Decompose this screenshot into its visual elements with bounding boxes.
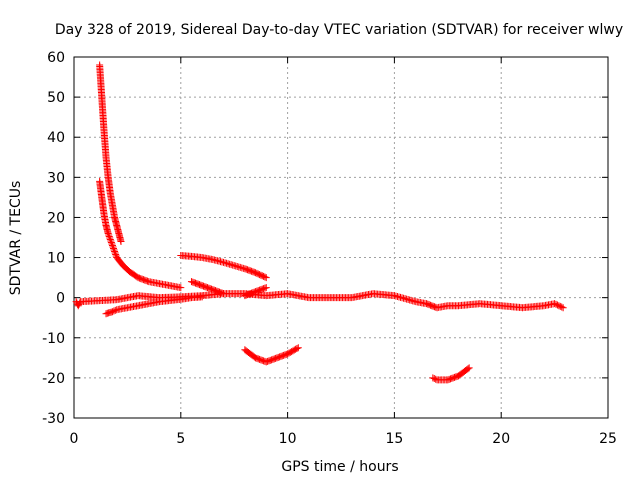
data-point [465,364,473,372]
data-point [261,284,269,292]
y-tick-label: -10 [42,331,65,347]
x-tick-label: 0 [70,431,79,447]
series-dip-9h [241,344,302,366]
data-point [429,374,437,382]
data-point [104,229,112,237]
y-tick-label: 60 [47,50,65,66]
data-point [262,284,270,292]
data-point [143,277,151,285]
data-point [106,234,114,242]
y-tick-label: 10 [47,251,65,267]
y-tick-label: -30 [42,411,65,427]
x-tick-label: 25 [599,431,617,447]
data-point [110,245,118,253]
series-small-hump [241,284,270,300]
series-arc-upper [177,252,270,282]
data-point [553,301,561,309]
y-tick-label: -20 [42,371,65,387]
data-point [555,302,563,310]
x-tick-label: 10 [279,431,297,447]
data-point [108,240,116,248]
axis-ticks: 0 5 10 15 20 25 -30 -20 -10 0 10 20 30 40 50 60 [42,50,617,447]
data-point [430,375,438,383]
data-point [108,242,116,250]
x-tick-label: 15 [385,431,403,447]
y-tick-label: 30 [47,170,65,186]
data-point [293,345,301,353]
data-point [105,231,113,239]
data-point [107,237,115,245]
grid [74,57,608,418]
data-point [177,284,185,292]
series-bump [187,278,228,298]
chart-title: Day 328 of 2019, Sidereal Day-to-day VTE… [55,22,623,38]
data-point [556,302,564,310]
data-points [72,61,567,384]
data-point [218,289,226,297]
data-point [552,300,560,308]
data-point [109,243,117,251]
data-point [558,303,566,311]
y-tick-label: 0 [56,291,65,307]
data-point [110,246,118,254]
data-point [117,238,125,246]
data-point [262,274,270,282]
y-tick-label: 50 [47,90,65,106]
data-point [261,273,269,281]
data-point [108,308,116,316]
data-point [111,306,119,314]
series-dip-17h [429,364,473,384]
data-point [110,307,118,315]
series-baseline [72,290,567,312]
x-axis-label: GPS time / hours [281,459,398,475]
data-point [551,300,559,308]
data-point [107,239,115,247]
data-point [294,344,302,352]
x-tick-label: 5 [176,431,185,447]
data-point [111,249,119,257]
data-point [432,375,440,383]
y-axis-label: SDTVAR / TECUs [8,181,24,296]
x-tick-label: 20 [492,431,510,447]
data-point [112,251,120,259]
data-point [464,365,472,373]
series-decay-main [96,177,185,292]
plot-frame [73,56,609,419]
data-point [220,290,228,298]
y-tick-label: 20 [47,210,65,226]
y-tick-label: 40 [47,130,65,146]
data-point [105,232,113,240]
series-decay-upper [96,61,125,246]
data-point [111,248,119,256]
data-point [559,304,567,312]
data-point [106,236,114,244]
